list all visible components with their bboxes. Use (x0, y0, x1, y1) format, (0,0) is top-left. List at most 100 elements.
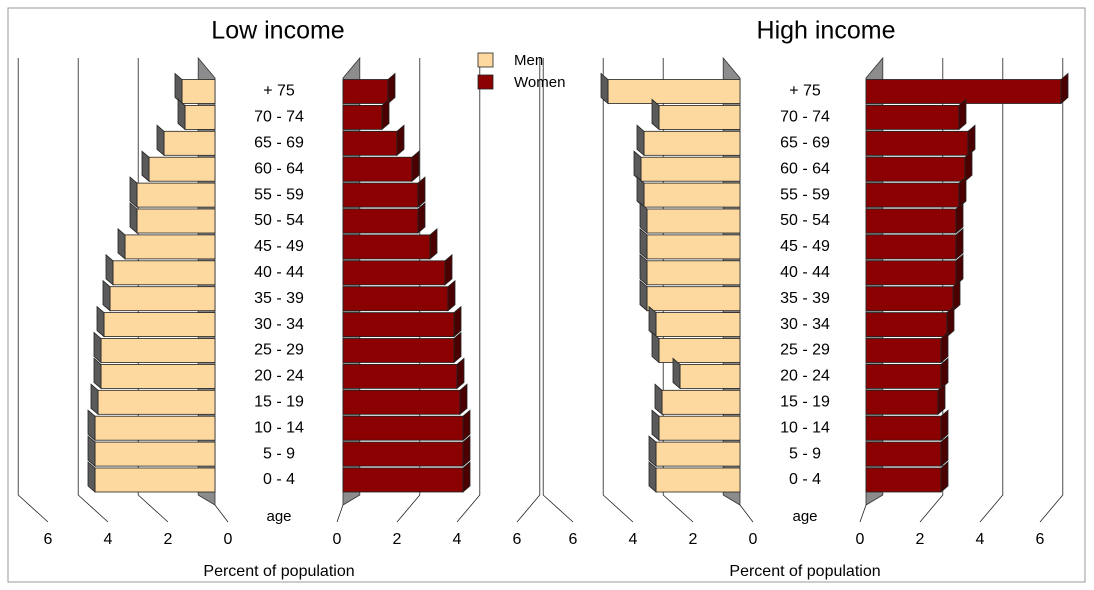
x-tick-label: 6 (569, 531, 578, 548)
grid-line (542, 58, 574, 523)
x-tick-label: 0 (856, 531, 865, 548)
bar-side (1060, 72, 1069, 105)
bar-side (141, 150, 150, 183)
bar-side (654, 383, 663, 416)
category-label: 0 - 4 (789, 471, 821, 488)
bar-side (636, 176, 645, 208)
bar (342, 441, 464, 467)
legend-swatch (477, 52, 494, 68)
category-label: 30 - 34 (254, 316, 304, 333)
bar-side (90, 383, 99, 416)
bar (94, 415, 216, 441)
bar (100, 363, 216, 389)
bar-side (648, 305, 657, 338)
bar-side (633, 150, 642, 183)
x-tick-label: 0 (224, 531, 233, 548)
bar-side (648, 461, 657, 493)
bar-side (651, 331, 660, 364)
category-label: 35 - 39 (254, 290, 304, 307)
category-label: 0 - 4 (263, 471, 295, 488)
grid-line (979, 58, 1004, 523)
bar-side (946, 305, 955, 338)
bar-side (462, 409, 471, 442)
bar-side (447, 279, 456, 312)
category-label: 35 - 39 (780, 290, 830, 307)
bar-side (639, 279, 648, 312)
bar-side (411, 150, 420, 183)
category-label: 70 - 74 (780, 109, 830, 126)
bar (655, 441, 741, 467)
bar (136, 182, 216, 208)
bar-side (117, 228, 126, 260)
panel-title: Low income (211, 17, 344, 45)
legend-label: Women (514, 74, 565, 91)
bar (646, 260, 741, 286)
bar-side (636, 124, 645, 157)
bar-side (955, 228, 964, 260)
bar (94, 467, 216, 493)
bar (865, 467, 942, 493)
grid-line (456, 58, 481, 523)
bar (643, 182, 741, 208)
bar (181, 79, 216, 104)
category-label: 10 - 14 (780, 419, 830, 436)
category-label: 40 - 44 (254, 264, 304, 281)
category-label: 65 - 69 (780, 135, 830, 152)
bar (865, 338, 942, 363)
bar (103, 312, 216, 338)
x-tick-label: 4 (976, 531, 985, 548)
bar (865, 441, 942, 467)
bar (655, 467, 741, 493)
category-label: 25 - 29 (254, 342, 304, 359)
bar (865, 105, 960, 130)
bar-side (964, 150, 973, 183)
category-label: 50 - 54 (254, 212, 304, 229)
bar-side (958, 176, 967, 208)
bar-side (417, 176, 426, 208)
bar-side (105, 253, 114, 286)
bar (124, 234, 216, 260)
grid-line (602, 58, 634, 523)
bar (163, 130, 216, 156)
bar (342, 130, 398, 156)
category-label: 30 - 34 (780, 316, 830, 333)
bar-side (459, 383, 468, 416)
x-tick-label: 2 (164, 531, 173, 548)
bar (342, 234, 431, 260)
grid-line (516, 58, 541, 523)
category-label: 5 - 9 (789, 445, 821, 462)
tick-mark (214, 504, 229, 523)
x-tick-label: 4 (453, 531, 462, 548)
x-tick-label: 6 (513, 531, 522, 548)
bar (342, 105, 383, 130)
bar-side (462, 435, 471, 467)
bar (679, 363, 741, 389)
bar-side (937, 383, 946, 416)
bar-side (600, 72, 609, 105)
bar (109, 286, 216, 312)
x-axis-label: Percent of population (203, 563, 354, 580)
category-label: 15 - 19 (254, 394, 304, 411)
bar (865, 415, 942, 441)
bar (342, 389, 461, 415)
x-tick-label: 0 (749, 531, 758, 548)
bar-side (387, 72, 396, 105)
bar (607, 79, 741, 104)
bar (658, 338, 741, 363)
legend-swatch (477, 74, 494, 90)
bar (342, 363, 458, 389)
bar (865, 156, 966, 182)
bar (184, 105, 216, 130)
category-label: + 75 (789, 83, 821, 100)
bar-side (648, 435, 657, 467)
bar (865, 130, 969, 156)
bar-side (940, 461, 949, 493)
bar (643, 130, 741, 156)
bar-side (87, 435, 96, 467)
bar (342, 286, 449, 312)
bar-side (639, 253, 648, 286)
bar (865, 208, 957, 234)
bar-side (940, 435, 949, 467)
category-label: 20 - 24 (780, 368, 830, 385)
